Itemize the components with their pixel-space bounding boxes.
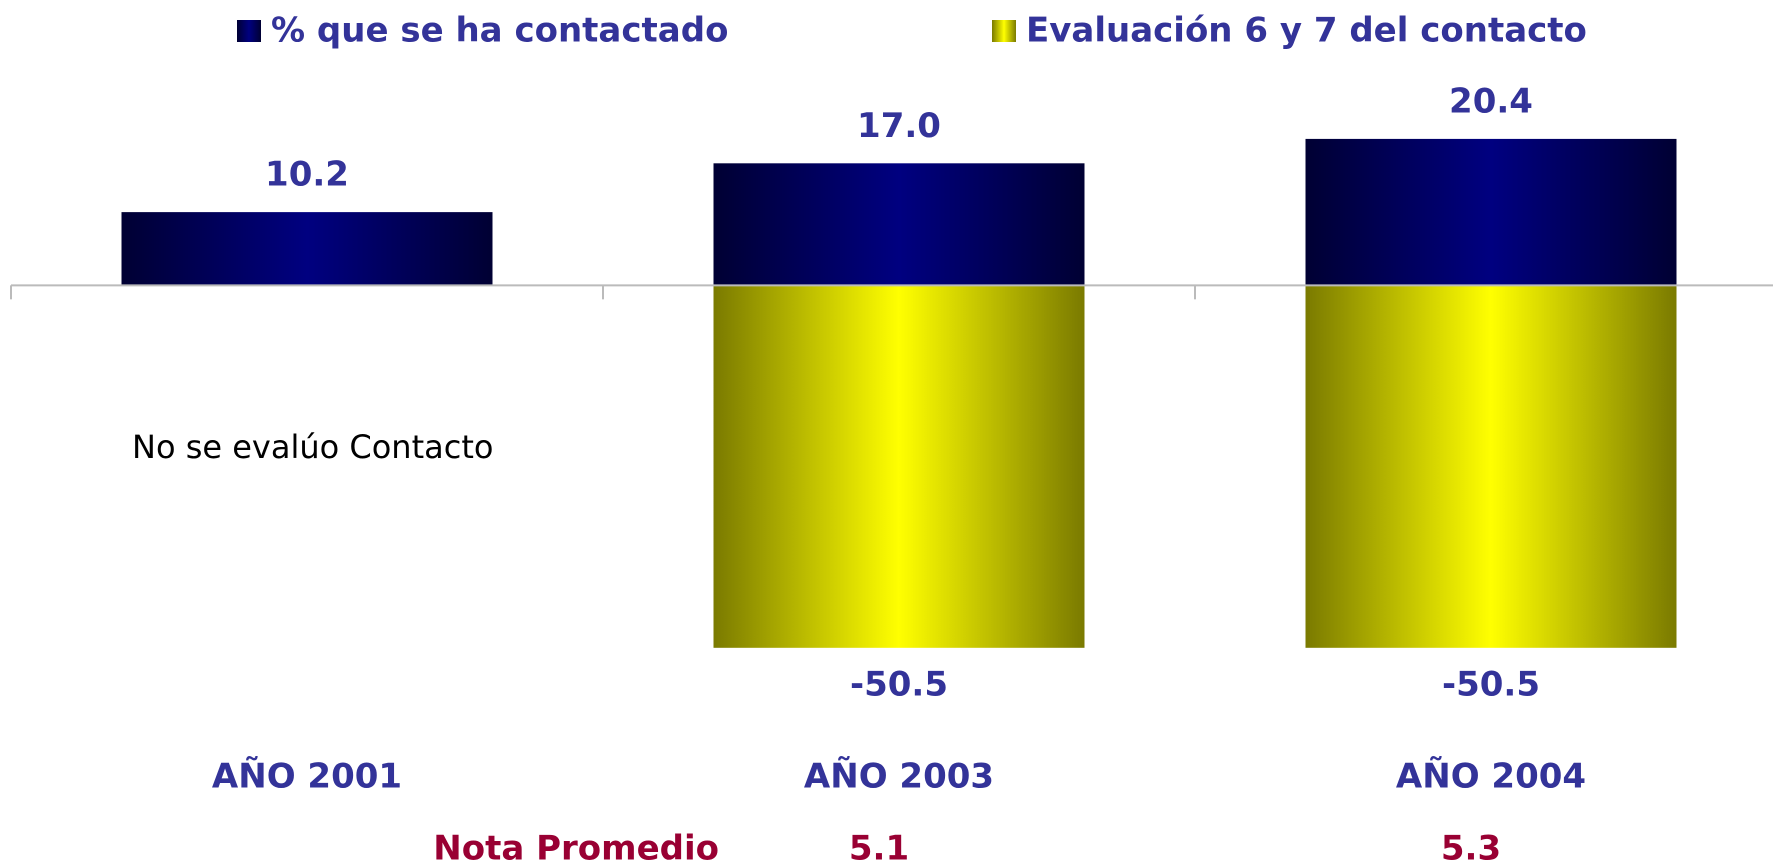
value-label: 10.2: [265, 155, 349, 195]
x-tick-label: AÑO 2004: [1396, 756, 1586, 797]
annotation: No se evalúo Contacto: [132, 428, 493, 466]
bar: [121, 212, 493, 286]
x-tick-label: AÑO 2001: [212, 756, 402, 797]
value-label: -50.5: [1442, 664, 1540, 704]
x-tick-label: AÑO 2003: [804, 756, 994, 797]
value-label: 20.4: [1449, 81, 1533, 121]
note-label: Nota Promedio: [433, 829, 719, 866]
legend-swatch: [992, 20, 1016, 42]
value-label: 17.0: [857, 106, 941, 146]
bar: [713, 163, 1085, 286]
bar: [1305, 138, 1677, 286]
legend-label: % que se ha contactado: [271, 11, 728, 51]
legend-swatch: [237, 20, 261, 42]
bar: [713, 285, 1085, 648]
legend-label: Evaluación 6 y 7 del contacto: [1026, 11, 1587, 51]
value-label: -50.5: [850, 664, 948, 704]
bar: [1305, 285, 1677, 648]
note-value: 5.3: [1441, 829, 1501, 866]
note-value: 5.1: [849, 829, 909, 866]
